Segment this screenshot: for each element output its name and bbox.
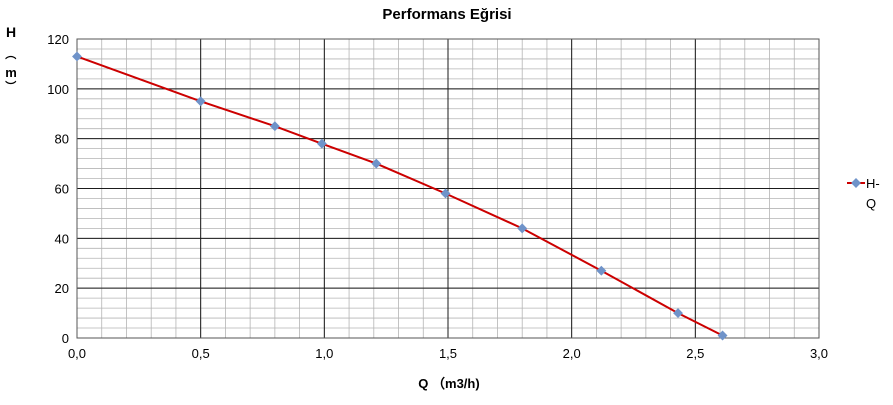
data-point-marker bbox=[269, 121, 280, 132]
chart-title: Performans Eğrisi bbox=[382, 6, 511, 23]
x-tick-label: 1,5 bbox=[439, 346, 457, 361]
x-tick-label: 2,0 bbox=[563, 346, 581, 361]
x-tick-label: 1,0 bbox=[315, 346, 333, 361]
y-axis-title-char: ） bbox=[4, 81, 17, 92]
x-tick-label: 0,0 bbox=[68, 346, 86, 361]
y-axis-title-char: （ bbox=[4, 49, 17, 60]
data-point-marker bbox=[72, 51, 82, 62]
x-tick-label: 3,0 bbox=[810, 346, 828, 361]
x-axis-ticks: 0,0 0,5 1,0 1,5 2,0 2,5 3,0 bbox=[68, 346, 828, 361]
series-line bbox=[76, 55, 723, 337]
data-point-marker bbox=[517, 223, 528, 234]
data-point-marker bbox=[596, 265, 607, 276]
y-axis-ticks: 0 20 40 60 80 100 120 bbox=[47, 32, 69, 346]
y-tick-label: 0 bbox=[62, 331, 69, 346]
y-tick-label: 40 bbox=[55, 231, 69, 246]
major-grid bbox=[76, 38, 820, 339]
data-point-marker bbox=[195, 96, 206, 107]
y-tick-label: 120 bbox=[47, 32, 69, 47]
x-tick-label: 0,5 bbox=[192, 346, 210, 361]
legend: H- Q bbox=[847, 176, 880, 211]
y-tick-label: 20 bbox=[55, 281, 69, 296]
y-axis-title: H （ m ） bbox=[4, 24, 17, 92]
legend-label-line-1: H- bbox=[866, 176, 880, 191]
y-axis-title-char: H bbox=[6, 24, 16, 40]
y-tick-label: 60 bbox=[55, 182, 69, 197]
y-axis-title-char: m bbox=[5, 65, 17, 80]
series-layer bbox=[72, 51, 728, 341]
y-tick-label: 100 bbox=[47, 82, 69, 97]
x-tick-label: 2,5 bbox=[686, 346, 704, 361]
plot-area-frame bbox=[76, 38, 820, 339]
data-point-marker bbox=[673, 308, 683, 319]
data-point-marker bbox=[717, 330, 728, 341]
legend-label-line-2: Q bbox=[866, 196, 876, 211]
data-point-marker bbox=[316, 138, 327, 149]
legend-marker-swatch bbox=[851, 178, 861, 188]
data-point-marker bbox=[440, 188, 451, 199]
x-axis-title: Q （m3/h) bbox=[418, 376, 479, 391]
data-point-marker bbox=[371, 158, 382, 169]
y-tick-label: 80 bbox=[55, 132, 69, 147]
